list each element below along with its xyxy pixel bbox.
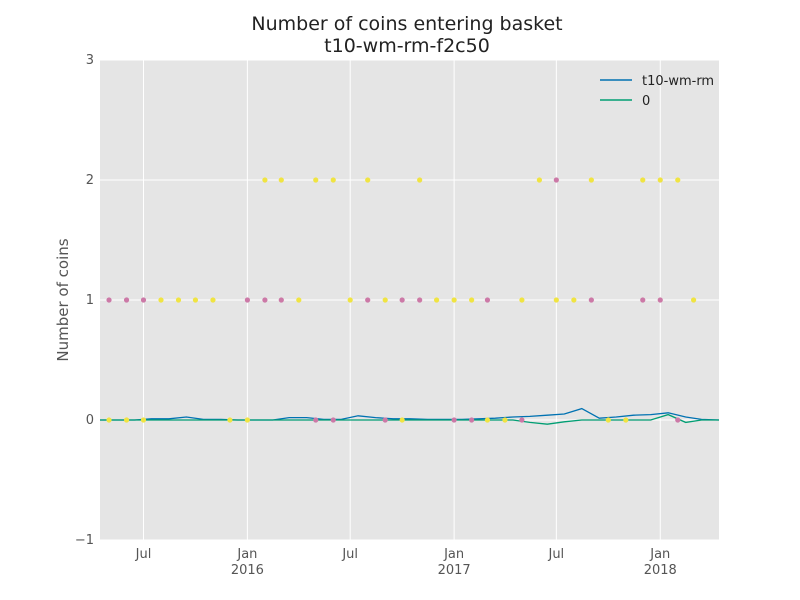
data-point <box>262 177 268 183</box>
x-tick-label: Jan <box>236 547 257 562</box>
data-point <box>519 297 525 303</box>
legend-label: t10-wm-rm <box>642 74 714 89</box>
data-point <box>657 177 663 183</box>
data-point <box>417 177 423 183</box>
x-tick-label: Jul <box>341 547 358 562</box>
data-point <box>417 297 423 303</box>
data-point <box>106 417 112 423</box>
data-point <box>210 297 216 303</box>
y-tick-label: 2 <box>86 173 94 188</box>
data-point <box>175 297 182 303</box>
y-ticks: −1 0 1 2 3 <box>75 53 94 548</box>
data-point <box>365 297 371 303</box>
data-point <box>192 297 199 303</box>
data-point <box>296 297 302 303</box>
data-point <box>675 417 681 423</box>
data-point <box>278 177 284 183</box>
x-tick-year-label: 2017 <box>438 563 471 578</box>
data-point <box>382 417 388 423</box>
data-point <box>519 417 525 423</box>
x-tick-year-label: 2016 <box>231 563 264 578</box>
x-tick-label: Jan <box>649 547 670 562</box>
data-point <box>140 297 147 303</box>
y-tick-label: 3 <box>86 53 94 68</box>
chart-title: Number of coins entering basket <box>251 13 562 35</box>
data-point <box>484 297 491 303</box>
data-point <box>244 417 251 423</box>
y-tick-label: 1 <box>86 293 94 308</box>
scatter-points <box>106 177 697 423</box>
data-point <box>657 297 663 303</box>
data-point <box>278 297 284 303</box>
data-point <box>365 177 371 183</box>
data-point <box>640 297 646 303</box>
data-point <box>588 297 594 303</box>
data-point <box>675 177 681 183</box>
data-point <box>123 417 130 423</box>
data-point <box>434 297 440 303</box>
data-point <box>571 297 577 303</box>
data-point <box>106 297 112 303</box>
data-point <box>399 297 405 303</box>
data-point <box>262 297 268 303</box>
data-point <box>313 417 319 423</box>
data-point <box>313 177 319 183</box>
data-point <box>140 417 147 423</box>
data-point <box>553 297 559 303</box>
y-tick-label: 0 <box>86 413 94 428</box>
data-point <box>502 417 508 423</box>
chart-subtitle: t10-wm-rm-f2c50 <box>324 35 490 57</box>
data-point <box>399 417 405 423</box>
data-point <box>158 297 164 303</box>
data-point <box>588 177 594 183</box>
x-tick-label: Jul <box>135 547 152 562</box>
data-point <box>690 297 697 303</box>
x-tick-label: Jul <box>547 547 564 562</box>
data-point <box>484 417 491 423</box>
y-axis-label: Number of coins <box>54 238 72 361</box>
data-point <box>451 297 457 303</box>
data-point <box>605 417 611 423</box>
data-point <box>623 417 629 423</box>
data-point <box>330 417 336 423</box>
data-point <box>469 417 475 423</box>
data-point <box>123 297 130 303</box>
legend-label: 0 <box>642 94 650 109</box>
y-tick-label: −1 <box>75 533 94 548</box>
data-point <box>227 417 233 423</box>
x-tick-label: Jan <box>443 547 464 562</box>
data-point <box>347 297 353 303</box>
data-point <box>451 417 457 423</box>
data-point <box>469 297 475 303</box>
data-point <box>382 297 388 303</box>
series-line <box>100 413 719 425</box>
data-point <box>244 297 251 303</box>
series-lines <box>100 407 720 425</box>
legend: t10-wm-rm 0 <box>600 74 714 109</box>
x-tick-year-label: 2018 <box>644 563 677 578</box>
data-point <box>640 177 646 183</box>
data-point <box>536 177 542 183</box>
data-point <box>330 177 336 183</box>
data-point <box>553 177 559 183</box>
